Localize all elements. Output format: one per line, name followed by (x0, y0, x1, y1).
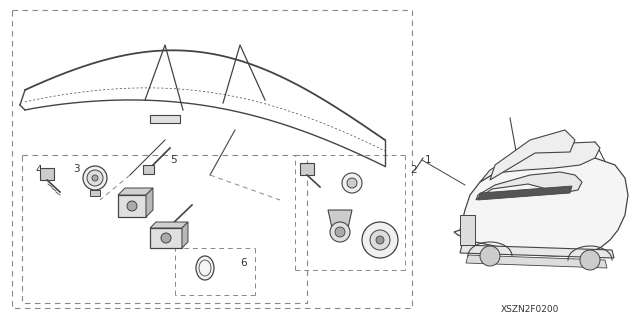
Circle shape (335, 227, 345, 237)
Bar (90, 190, 100, 196)
Polygon shape (150, 222, 188, 228)
Circle shape (376, 236, 384, 244)
Circle shape (127, 201, 137, 211)
Bar (150, 115, 180, 123)
Bar (40, 168, 54, 180)
Text: 1: 1 (425, 155, 431, 165)
Polygon shape (490, 130, 575, 180)
Polygon shape (454, 155, 628, 256)
Circle shape (87, 170, 103, 186)
Text: 5: 5 (170, 155, 177, 165)
Circle shape (580, 250, 600, 270)
Text: 2: 2 (410, 165, 417, 175)
Circle shape (362, 222, 398, 258)
Polygon shape (460, 215, 475, 245)
Polygon shape (466, 255, 607, 268)
Bar (143, 165, 154, 174)
Circle shape (347, 178, 357, 188)
Bar (163, 223, 174, 232)
Bar (150, 228, 182, 248)
Bar (12, 10, 412, 308)
Text: 3: 3 (73, 164, 79, 174)
Circle shape (83, 166, 107, 190)
Polygon shape (460, 245, 614, 258)
Polygon shape (328, 210, 352, 228)
Circle shape (480, 246, 500, 266)
Bar (22, 155, 307, 303)
Polygon shape (480, 142, 600, 182)
Polygon shape (478, 186, 572, 200)
Polygon shape (476, 172, 582, 200)
Circle shape (161, 233, 171, 243)
Circle shape (92, 175, 98, 181)
Polygon shape (146, 188, 153, 217)
Circle shape (330, 222, 350, 242)
Polygon shape (182, 222, 188, 248)
Text: 4: 4 (35, 165, 42, 175)
Circle shape (342, 173, 362, 193)
Text: 6: 6 (240, 258, 246, 268)
Ellipse shape (196, 256, 214, 280)
Text: XSZN2F0200: XSZN2F0200 (501, 305, 559, 314)
Circle shape (370, 230, 390, 250)
Polygon shape (118, 188, 153, 195)
Bar (118, 195, 146, 217)
Bar (300, 163, 314, 175)
